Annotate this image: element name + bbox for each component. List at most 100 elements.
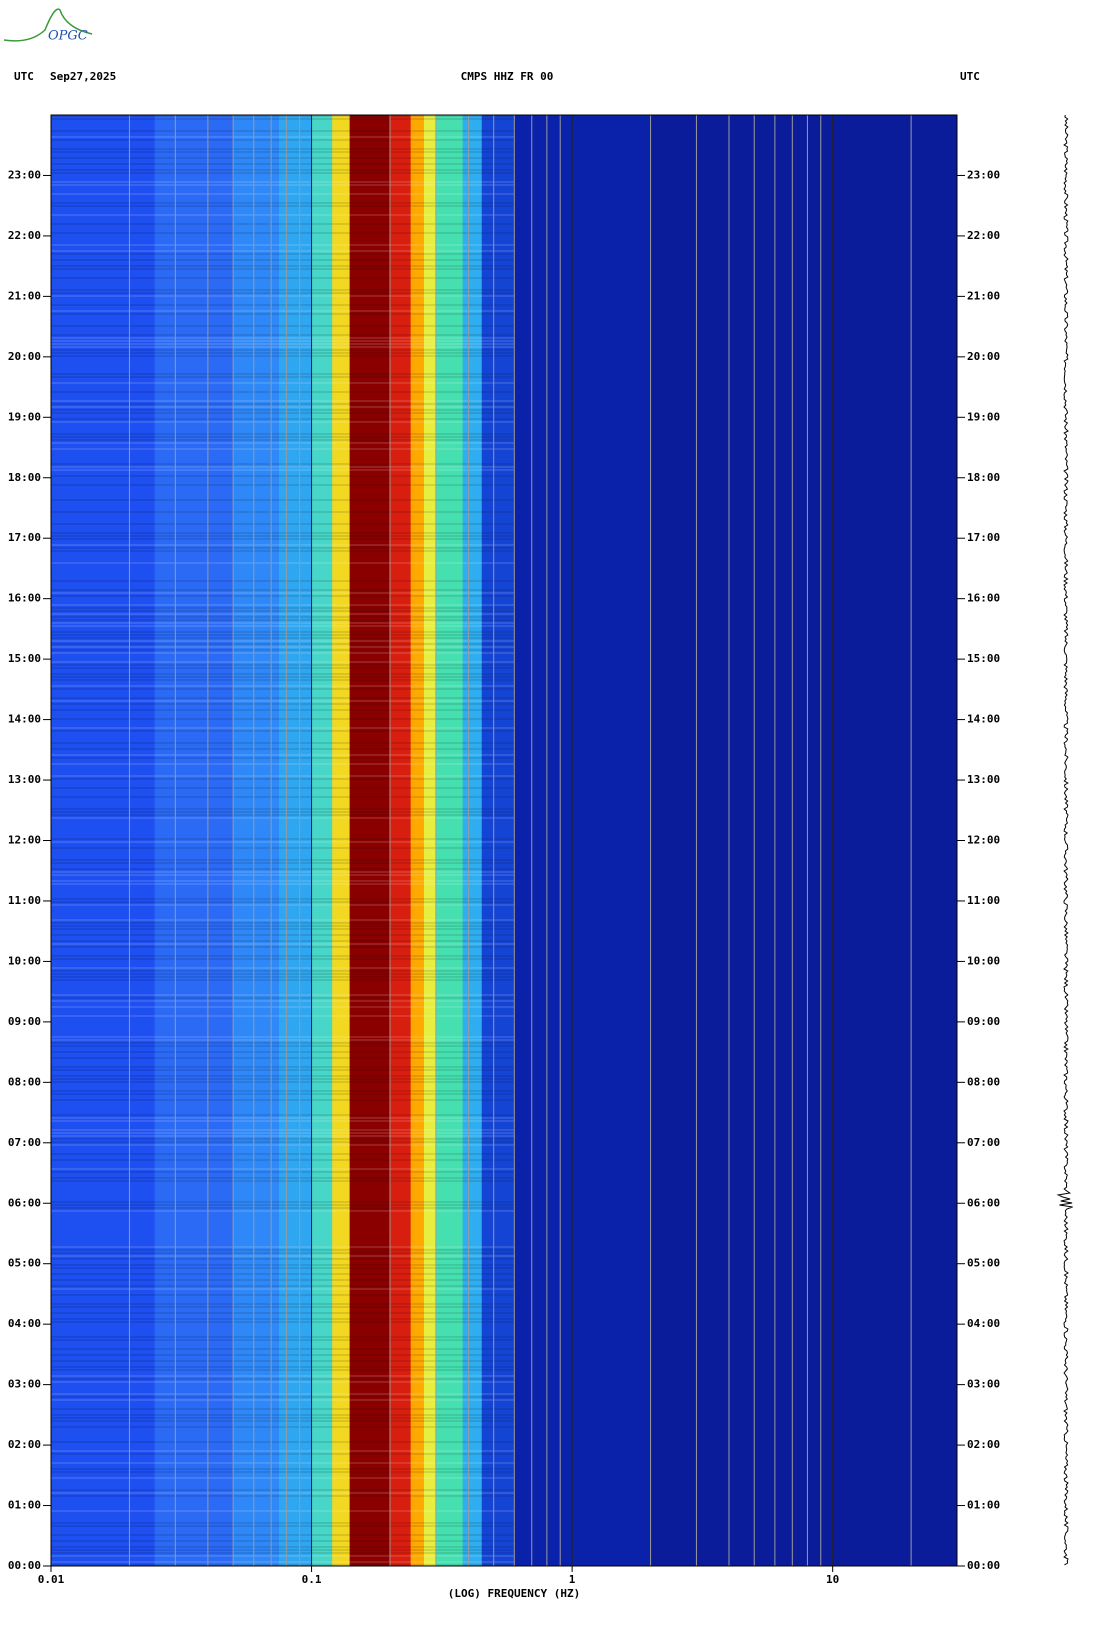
texture: [51, 1081, 515, 1083]
texture: [51, 436, 515, 438]
texture: [51, 1453, 515, 1455]
y-tick-label: 07:00: [8, 1136, 41, 1149]
texture: [51, 1207, 515, 1209]
texture: [51, 442, 515, 444]
texture: [51, 139, 515, 141]
texture: [51, 277, 515, 279]
texture: [51, 1171, 515, 1173]
y-tick-label: 03:00: [967, 1378, 1000, 1391]
texture: [51, 1093, 515, 1095]
texture: [51, 970, 515, 972]
texture: [51, 1090, 515, 1092]
texture: [51, 859, 515, 861]
texture: [51, 115, 515, 117]
texture: [51, 814, 515, 816]
texture: [51, 1336, 515, 1338]
y-tick-label: 17:00: [8, 531, 41, 544]
texture: [51, 1180, 515, 1182]
texture: [51, 580, 515, 582]
texture: [51, 232, 515, 234]
spectrum-band: [154, 115, 234, 1566]
texture: [51, 1153, 515, 1155]
x-tick-label: 0.01: [38, 1573, 65, 1586]
texture: [51, 1564, 515, 1566]
texture: [51, 667, 515, 669]
texture: [51, 979, 515, 981]
y-tick-label: 03:00: [8, 1378, 41, 1391]
texture: [51, 637, 515, 639]
texture: [51, 1285, 515, 1287]
texture: [51, 1039, 515, 1041]
y-tick-label: 20:00: [8, 350, 41, 363]
texture: [51, 1051, 515, 1053]
texture: [51, 343, 515, 345]
texture: [51, 409, 515, 411]
texture: [51, 1408, 515, 1410]
texture: [51, 259, 515, 261]
texture: [51, 169, 515, 171]
texture: [51, 1006, 515, 1008]
y-tick-label: 09:00: [8, 1015, 41, 1028]
texture: [51, 811, 515, 813]
x-tick-label: 10: [826, 1573, 839, 1586]
y-tick-label: 17:00: [967, 531, 1000, 544]
texture: [51, 1369, 515, 1371]
texture: [51, 1354, 515, 1356]
texture: [51, 448, 515, 450]
texture: [51, 544, 515, 546]
texture: [51, 1258, 515, 1260]
texture: [51, 700, 515, 702]
y-tick-label: 08:00: [8, 1075, 41, 1088]
texture: [51, 1399, 515, 1401]
texture: [51, 1135, 515, 1137]
y-tick-label: 05:00: [8, 1257, 41, 1270]
texture: [51, 1312, 515, 1314]
texture: [51, 796, 515, 798]
texture: [51, 934, 515, 936]
texture: [51, 151, 515, 153]
texture: [51, 463, 515, 465]
texture: [51, 1378, 515, 1380]
texture: [51, 919, 515, 921]
y-tick-label: 21:00: [8, 289, 41, 302]
texture: [51, 1525, 515, 1527]
texture: [51, 292, 515, 294]
texture: [51, 1144, 515, 1146]
texture: [51, 1381, 515, 1383]
texture: [51, 685, 515, 687]
texture: [51, 775, 515, 777]
spectrum-band: [233, 115, 280, 1566]
y-tick-label: 12:00: [967, 834, 1000, 847]
texture: [51, 403, 515, 405]
texture: [51, 838, 515, 840]
texture: [51, 1471, 515, 1473]
header-date: Sep27,2025: [50, 70, 116, 83]
texture: [51, 1138, 515, 1140]
texture: [51, 1045, 515, 1047]
texture: [51, 1441, 515, 1443]
texture: [51, 604, 515, 606]
texture: [51, 955, 515, 957]
texture: [51, 928, 515, 930]
texture: [51, 673, 515, 675]
y-tick-label: 01:00: [967, 1499, 1000, 1512]
texture: [51, 118, 515, 120]
texture: [51, 1477, 515, 1479]
texture: [51, 421, 515, 423]
texture: [51, 1099, 515, 1101]
texture: [51, 202, 515, 204]
texture: [51, 703, 515, 705]
texture: [51, 136, 515, 138]
texture: [51, 1078, 515, 1080]
seismogram: [1056, 114, 1073, 1566]
y-tick-label: 02:00: [8, 1438, 41, 1451]
texture: [51, 1294, 515, 1296]
texture: [51, 1321, 515, 1323]
texture: [51, 1540, 515, 1542]
texture: [51, 1546, 515, 1548]
texture: [51, 355, 515, 357]
texture: [51, 400, 515, 402]
texture: [51, 1339, 515, 1341]
y-tick-label: 13:00: [967, 773, 1000, 786]
